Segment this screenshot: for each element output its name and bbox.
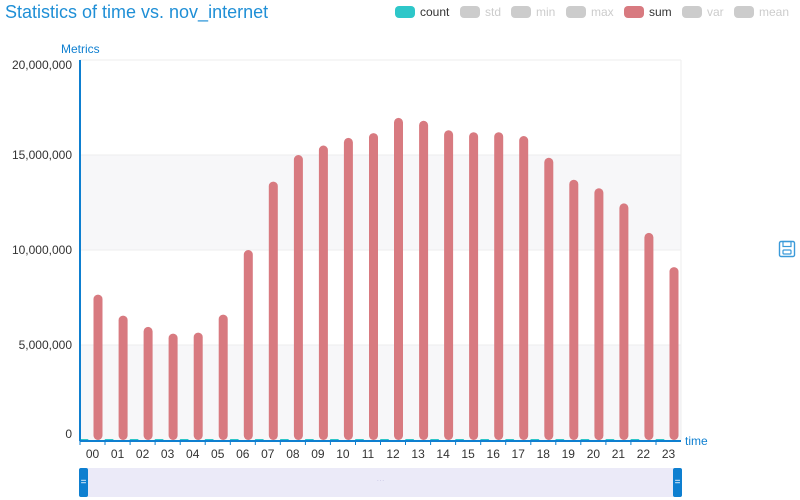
bar-sum-11[interactable] — [369, 133, 378, 440]
legend-swatch-mean — [734, 6, 754, 18]
x-tick-label-16: 16 — [487, 447, 501, 461]
grid-band-lower — [80, 345, 681, 440]
y-tick-20m: 20,000,000 — [12, 58, 72, 72]
legend-swatch-sum — [624, 6, 644, 18]
bar-sum-13[interactable] — [419, 120, 429, 441]
zoom-handle-right[interactable]: = — [673, 468, 682, 497]
bar-sum-01[interactable] — [118, 315, 128, 440]
legend-label-min: min — [536, 5, 556, 19]
bar-sum-09[interactable] — [318, 145, 328, 441]
bar-sum-06[interactable] — [243, 250, 253, 440]
legend-item-var[interactable]: var — [682, 4, 724, 20]
bar-sum-10[interactable] — [343, 137, 353, 440]
bar-sum-15[interactable] — [469, 132, 479, 440]
x-tick-label-23: 23 — [662, 447, 676, 461]
bar-sum-05[interactable] — [218, 314, 228, 440]
bar-sum-22[interactable] — [644, 232, 654, 440]
legend-label-std: std — [485, 5, 502, 19]
bar-sum-16[interactable] — [494, 132, 504, 440]
legend-swatch-min — [511, 6, 531, 18]
legend-label-count: count — [420, 5, 450, 19]
legend-label-var: var — [707, 5, 724, 19]
legend-item-count[interactable]: count — [395, 4, 449, 20]
x-tick-label-04: 04 — [186, 447, 200, 461]
legend-item-max[interactable]: max — [566, 4, 614, 20]
y-axis-label: Metrics — [61, 42, 100, 56]
bar-sum-00[interactable] — [93, 294, 103, 440]
bar-sum-19[interactable] — [569, 179, 579, 440]
legend-item-min[interactable]: min — [511, 4, 555, 20]
x-tick-label-05: 05 — [211, 447, 225, 461]
legend-label-sum: sum — [649, 5, 672, 19]
bar-sum-20[interactable] — [594, 188, 604, 441]
x-tick-label-18: 18 — [537, 447, 551, 461]
y-tick-10m: 10,000,000 — [12, 243, 72, 257]
bar-sum-21[interactable] — [619, 203, 629, 440]
save-image-button[interactable] — [778, 240, 796, 258]
y-tick-15m: 15,000,000 — [12, 148, 72, 162]
x-tick-label-17: 17 — [512, 447, 526, 461]
bar-sum-04[interactable] — [193, 332, 203, 440]
bars-layer — [79, 117, 679, 441]
legend-label-max: max — [591, 5, 614, 19]
x-tick-label-09: 09 — [311, 447, 325, 461]
bar-sum-03[interactable] — [168, 333, 178, 440]
bar-sum-18[interactable] — [544, 157, 554, 441]
x-tick-label-06: 06 — [236, 447, 250, 461]
chart-title: Statistics of time vs. nov_internet — [5, 2, 269, 22]
x-tick-label-15: 15 — [461, 447, 475, 461]
legend-swatch-std — [460, 6, 480, 18]
zoom-handle-left[interactable]: = — [79, 468, 88, 497]
x-tick-label-20: 20 — [587, 447, 601, 461]
x-tick-label-02: 02 — [136, 447, 150, 461]
x-axis-label: time — [685, 434, 708, 448]
x-tick-label-08: 08 — [286, 447, 300, 461]
grid-band-upper — [80, 155, 681, 250]
bar-sum-12[interactable] — [394, 117, 403, 441]
legend-item-std[interactable]: std — [460, 4, 501, 20]
y-tick-5m: 5,000,000 — [19, 338, 73, 352]
legend-swatch-count — [395, 6, 415, 18]
x-tick-label-11: 11 — [362, 447, 375, 461]
legend-item-sum[interactable]: sum — [624, 4, 672, 20]
x-tick-label-07: 07 — [261, 447, 275, 461]
zoom-center-grip[interactable]: ··· — [376, 476, 385, 485]
bar-sum-17[interactable] — [519, 136, 529, 440]
x-tick-label-19: 19 — [562, 447, 576, 461]
x-tick-label-12: 12 — [386, 447, 400, 461]
legend-label-mean: mean — [759, 5, 790, 19]
bar-sum-07[interactable] — [268, 181, 278, 440]
x-tick-label-00: 00 — [86, 447, 100, 461]
save-icon — [778, 240, 796, 258]
x-tick-label-13: 13 — [411, 447, 425, 461]
x-ticks-layer: 00 01 02 03 04 05 06 07 08 09 10 11 12 13 14 15 16 17 18 19… — [79, 441, 676, 461]
bar-sum-23[interactable] — [669, 267, 679, 440]
x-tick-label-03: 03 — [161, 447, 175, 461]
x-tick-label-01: 01 — [111, 447, 125, 461]
x-tick-label-10: 10 — [336, 447, 350, 461]
data-zoom-slider[interactable]: = ··· = — [79, 468, 682, 497]
bar-sum-14[interactable] — [444, 130, 454, 441]
bar-sum-02[interactable] — [143, 326, 153, 440]
x-tick-label-21: 21 — [612, 447, 626, 461]
legend-item-mean[interactable]: mean — [734, 4, 789, 20]
legend-swatch-var — [682, 6, 702, 18]
y-tick-0: 0 — [65, 427, 72, 441]
legend: count std min max sum var mean — [395, 4, 795, 22]
bar-sum-08[interactable] — [293, 155, 303, 440]
legend-swatch-max — [566, 6, 586, 18]
x-tick-label-14: 14 — [436, 447, 450, 461]
x-tick-label-22: 22 — [637, 447, 651, 461]
